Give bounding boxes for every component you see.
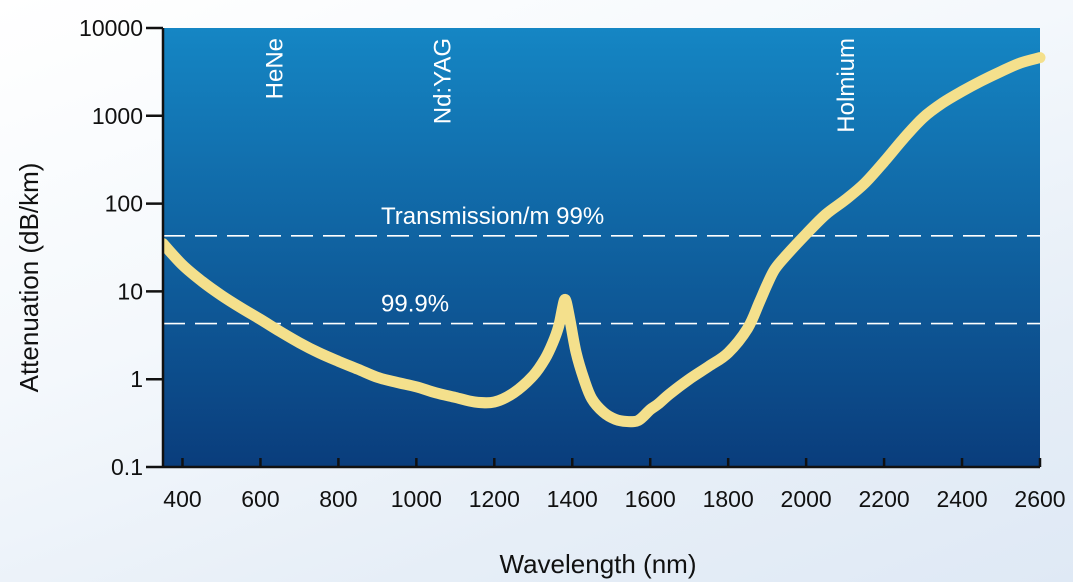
y-axis-label: Attenuation (dB/km) xyxy=(14,163,44,393)
reference-line-label: 99.9% xyxy=(381,291,449,318)
annotation-label: Holmium xyxy=(833,38,860,133)
y-tick-label: 10 xyxy=(117,278,143,304)
annotation-label: HeNe xyxy=(261,38,288,99)
attenuation-curve xyxy=(163,52,1046,428)
reference-line-label: Transmission/m 99% xyxy=(381,203,604,230)
x-tick-label: 2400 xyxy=(936,486,987,512)
y-tick-label: 1000 xyxy=(92,103,143,129)
x-tick-label: 1600 xyxy=(625,486,676,512)
x-tick-label: 1400 xyxy=(547,486,598,512)
x-tick-label: 2200 xyxy=(859,486,910,512)
x-tick-label: 400 xyxy=(163,486,201,512)
x-tick-label: 600 xyxy=(241,486,279,512)
x-tick-label: 1200 xyxy=(469,486,520,512)
x-tick-label: 2600 xyxy=(1014,486,1065,512)
x-tick-label: 2000 xyxy=(781,486,832,512)
annotation-label: Nd:YAG xyxy=(429,38,456,124)
y-tick-label: 10000 xyxy=(79,15,143,41)
x-axis-label: Wavelength (nm) xyxy=(500,549,697,579)
y-tick-label: 0.1 xyxy=(111,454,143,480)
y-tick-label: 1 xyxy=(130,366,143,392)
x-tick-label: 800 xyxy=(319,486,357,512)
plot-area xyxy=(163,28,1040,467)
x-tick-label: 1800 xyxy=(703,486,754,512)
y-tick-label: 100 xyxy=(105,191,143,217)
x-tick-label: 1000 xyxy=(391,486,442,512)
